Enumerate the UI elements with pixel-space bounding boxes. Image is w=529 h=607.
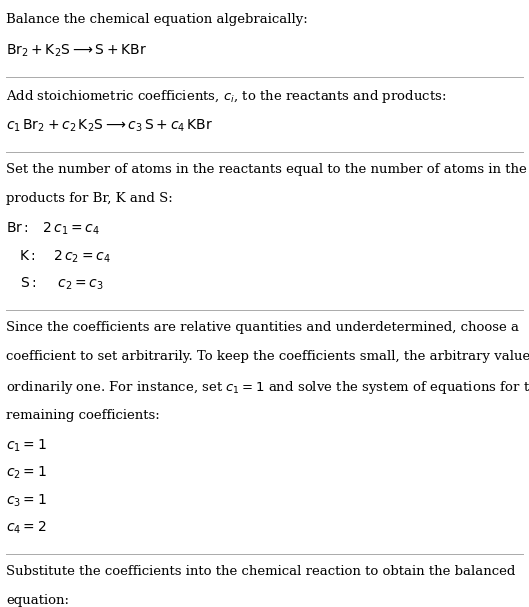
Text: $c_1 = 1$: $c_1 = 1$ [6, 438, 47, 454]
Text: products for Br, K and S:: products for Br, K and S: [6, 192, 173, 205]
Text: Substitute the coefficients into the chemical reaction to obtain the balanced: Substitute the coefficients into the che… [6, 565, 516, 578]
Text: coefficient to set arbitrarily. To keep the coefficients small, the arbitrary va: coefficient to set arbitrarily. To keep … [6, 350, 529, 363]
Text: $\mathrm{Br{:}}\;\;\; 2\,c_1 = c_4$: $\mathrm{Br{:}}\;\;\; 2\,c_1 = c_4$ [6, 221, 101, 237]
Text: remaining coefficients:: remaining coefficients: [6, 409, 160, 421]
Text: Since the coefficients are relative quantities and underdetermined, choose a: Since the coefficients are relative quan… [6, 321, 519, 334]
Text: Balance the chemical equation algebraically:: Balance the chemical equation algebraica… [6, 13, 308, 26]
Text: equation:: equation: [6, 594, 69, 607]
Text: $c_3 = 1$: $c_3 = 1$ [6, 492, 47, 509]
Text: Set the number of atoms in the reactants equal to the number of atoms in the: Set the number of atoms in the reactants… [6, 163, 527, 175]
Text: $c_4 = 2$: $c_4 = 2$ [6, 520, 47, 536]
Text: $\mathrm{S{:}}\;\;\;\;\; c_2 = c_3$: $\mathrm{S{:}}\;\;\;\;\; c_2 = c_3$ [20, 276, 104, 292]
Text: $\mathrm{K{:}}\;\;\;\; 2\,c_2 = c_4$: $\mathrm{K{:}}\;\;\;\; 2\,c_2 = c_4$ [19, 248, 110, 265]
Text: $\mathrm{Br_2 + K_2S \longrightarrow S + KBr}$: $\mathrm{Br_2 + K_2S \longrightarrow S +… [6, 42, 148, 59]
Text: Add stoichiometric coefficients, $c_i$, to the reactants and products:: Add stoichiometric coefficients, $c_i$, … [6, 88, 446, 105]
Text: $c_1\,\mathrm{Br_2} + c_2\,\mathrm{K_2S} \longrightarrow c_3\,\mathrm{S} + c_4\,: $c_1\,\mathrm{Br_2} + c_2\,\mathrm{K_2S}… [6, 117, 213, 134]
Text: $c_2 = 1$: $c_2 = 1$ [6, 465, 47, 481]
Text: ordinarily one. For instance, set $c_1 = 1$ and solve the system of equations fo: ordinarily one. For instance, set $c_1 =… [6, 379, 529, 396]
